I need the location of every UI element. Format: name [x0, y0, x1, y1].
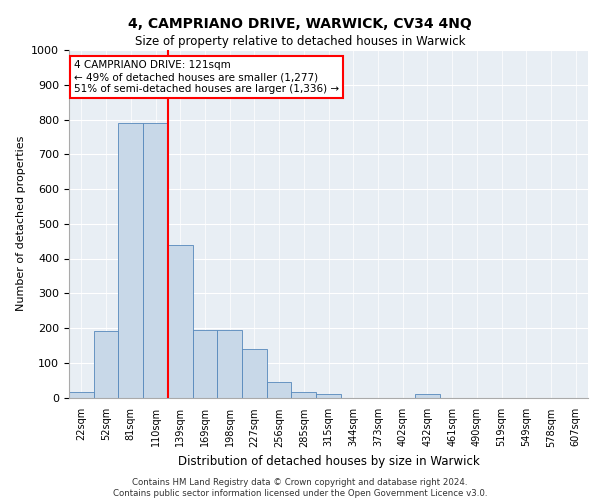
Bar: [69, 392, 94, 398]
Bar: [292, 392, 316, 398]
Bar: [316, 394, 341, 398]
Bar: [267, 382, 292, 398]
Bar: [168, 244, 193, 398]
Text: 4, CAMPRIANO DRIVE, WARWICK, CV34 4NQ: 4, CAMPRIANO DRIVE, WARWICK, CV34 4NQ: [128, 18, 472, 32]
Bar: [193, 330, 217, 398]
Bar: [217, 330, 242, 398]
Bar: [143, 123, 168, 398]
Text: Size of property relative to detached houses in Warwick: Size of property relative to detached ho…: [135, 35, 465, 48]
Y-axis label: Number of detached properties: Number of detached properties: [16, 136, 26, 312]
Bar: [94, 332, 118, 398]
X-axis label: Distribution of detached houses by size in Warwick: Distribution of detached houses by size …: [178, 455, 479, 468]
Bar: [242, 349, 267, 398]
Text: 4 CAMPRIANO DRIVE: 121sqm
← 49% of detached houses are smaller (1,277)
51% of se: 4 CAMPRIANO DRIVE: 121sqm ← 49% of detac…: [74, 60, 340, 94]
Text: Contains HM Land Registry data © Crown copyright and database right 2024.
Contai: Contains HM Land Registry data © Crown c…: [113, 478, 487, 498]
Bar: [118, 123, 143, 398]
Bar: [415, 394, 440, 398]
